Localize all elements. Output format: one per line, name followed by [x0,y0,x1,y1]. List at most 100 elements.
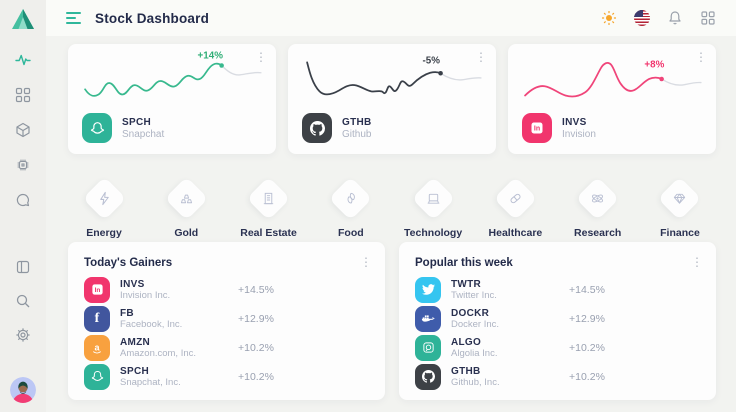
change-percent: +10.2% [569,341,605,354]
ticker: ALGO [451,336,482,348]
category-food[interactable]: Food [315,176,387,239]
company-name: Docker Inc. [451,318,500,330]
gold-bars-icon [180,194,192,204]
dashboard-grid-icon[interactable] [15,87,31,103]
user-avatar[interactable] [10,377,36,403]
bolt-icon [99,191,109,206]
kebab-menu-icon[interactable]: ⋮ [695,50,707,64]
app-logo-icon[interactable] [11,8,35,30]
change-percent: +12.9% [569,312,605,325]
company-name: Facebook, Inc. [120,318,183,330]
layout-icon[interactable] [15,259,31,275]
search-icon[interactable] [15,293,31,309]
stock-card-invs[interactable]: ⋮ +8% In INVS Invision [508,44,716,154]
list-item-invs[interactable]: In INVS Invision Inc. +14.5% [68,275,385,304]
category-gold[interactable]: Gold [150,176,222,239]
spch-change-label: +14% [198,50,224,61]
company-name: Snapchat [122,128,165,140]
ticker: TWTR [451,278,482,290]
gear-icon[interactable] [15,327,31,343]
company-name: Github, Inc. [451,376,500,388]
category-research[interactable]: Research [562,176,634,239]
list-item-amzn[interactable]: a AMZN Amazon.com, Inc. +10.2% [68,333,385,362]
category-finance[interactable]: Finance [644,176,716,239]
github-logo [415,363,441,390]
lists-row: Today's Gainers ⋮ In INVS Invision Inc. … [68,242,716,400]
kebab-menu-icon[interactable]: ⋮ [255,50,267,64]
category-technology[interactable]: Technology [397,176,469,239]
popular-this-week-panel: Popular this week ⋮ TWTR Twitter Inc. +1… [399,242,716,400]
company-name: Github [342,128,372,140]
category-label: Gold [174,227,199,239]
snapchat-logo [84,363,110,390]
chat-icon[interactable] [15,192,31,208]
category-label: Energy [86,227,122,239]
stock-card-spch[interactable]: ⋮ +14% SPCH Snapchat [68,44,276,154]
category-row: Energy Gold Real Estate Food [68,176,716,239]
ticker: INVS [120,278,145,290]
facebook-logo: f [84,305,110,332]
stock-card-gthb[interactable]: ⋮ -5% GTHB Github [288,44,496,154]
category-healthcare[interactable]: Healthcare [479,176,551,239]
ticker: DOCKR [451,307,490,319]
change-percent: +10.2% [238,370,274,383]
invision-logo: In [84,276,110,303]
change-percent: +12.9% [238,312,274,325]
sun-icon[interactable] [601,10,617,26]
menu-toggle-icon[interactable] [66,12,81,24]
invision-logo: In [522,113,552,143]
category-label: Healthcare [488,227,543,239]
laptop-icon [427,193,439,204]
panel-title: Today's Gainers [84,257,173,269]
ticker: AMZN [120,336,151,348]
company-name: Amazon.com, Inc. [120,347,197,359]
invs-sparkline-chart: +8% [524,60,702,98]
us-flag-icon[interactable] [634,10,650,26]
invs-change-label: +8% [644,60,664,71]
list-item-gthb[interactable]: GTHB Github, Inc. +10.2% [399,362,716,391]
category-label: Technology [404,227,463,239]
kebab-menu-icon[interactable]: ⋮ [475,50,487,64]
category-label: Food [338,227,364,239]
kebab-menu-icon[interactable]: ⋮ [691,255,703,269]
leaves-icon [347,192,356,204]
change-percent: +10.2% [238,341,274,354]
list-item-algo[interactable]: ALGO Algolia Inc. +10.2% [399,333,716,362]
amazon-logo: a [84,334,110,361]
gem-icon [674,193,686,204]
twitter-logo [415,276,441,303]
ticker: FB [120,307,134,319]
list-item-fb[interactable]: f FB Facebook, Inc. +12.9% [68,304,385,333]
company-name: Invision Inc. [120,289,171,301]
ticker: SPCH [122,116,151,128]
category-real-estate[interactable]: Real Estate [233,176,305,239]
sidebar [0,0,46,412]
list-item-spch[interactable]: SPCH Snapchat, Inc. +10.2% [68,362,385,391]
bell-icon[interactable] [667,10,683,26]
apps-grid-icon[interactable] [700,10,716,26]
company-name: Snapchat, Inc. [120,376,181,388]
ticker: GTHB [451,365,481,377]
algolia-logo [415,334,441,361]
ticker: SPCH [120,365,149,377]
company-name: Invision [562,128,596,140]
company-name: Algolia Inc. [451,347,498,359]
cube-icon[interactable] [15,122,31,138]
header-actions [601,10,716,26]
pill-icon [510,193,521,204]
kebab-menu-icon[interactable]: ⋮ [360,255,372,269]
svg-text:In: In [534,126,540,133]
activity-icon[interactable] [15,52,31,68]
atom-icon [592,194,604,203]
chip-icon[interactable] [15,157,31,173]
svg-text:a: a [94,342,100,352]
category-energy[interactable]: Energy [68,176,140,239]
svg-text:In: In [94,287,100,294]
ticker: GTHB [342,116,372,128]
list-item-dockr[interactable]: DOCKR Docker Inc. +12.9% [399,304,716,333]
list-item-twtr[interactable]: TWTR Twitter Inc. +14.5% [399,275,716,304]
gthb-change-label: -5% [423,55,441,66]
change-percent: +14.5% [569,283,605,296]
category-label: Finance [660,227,700,239]
